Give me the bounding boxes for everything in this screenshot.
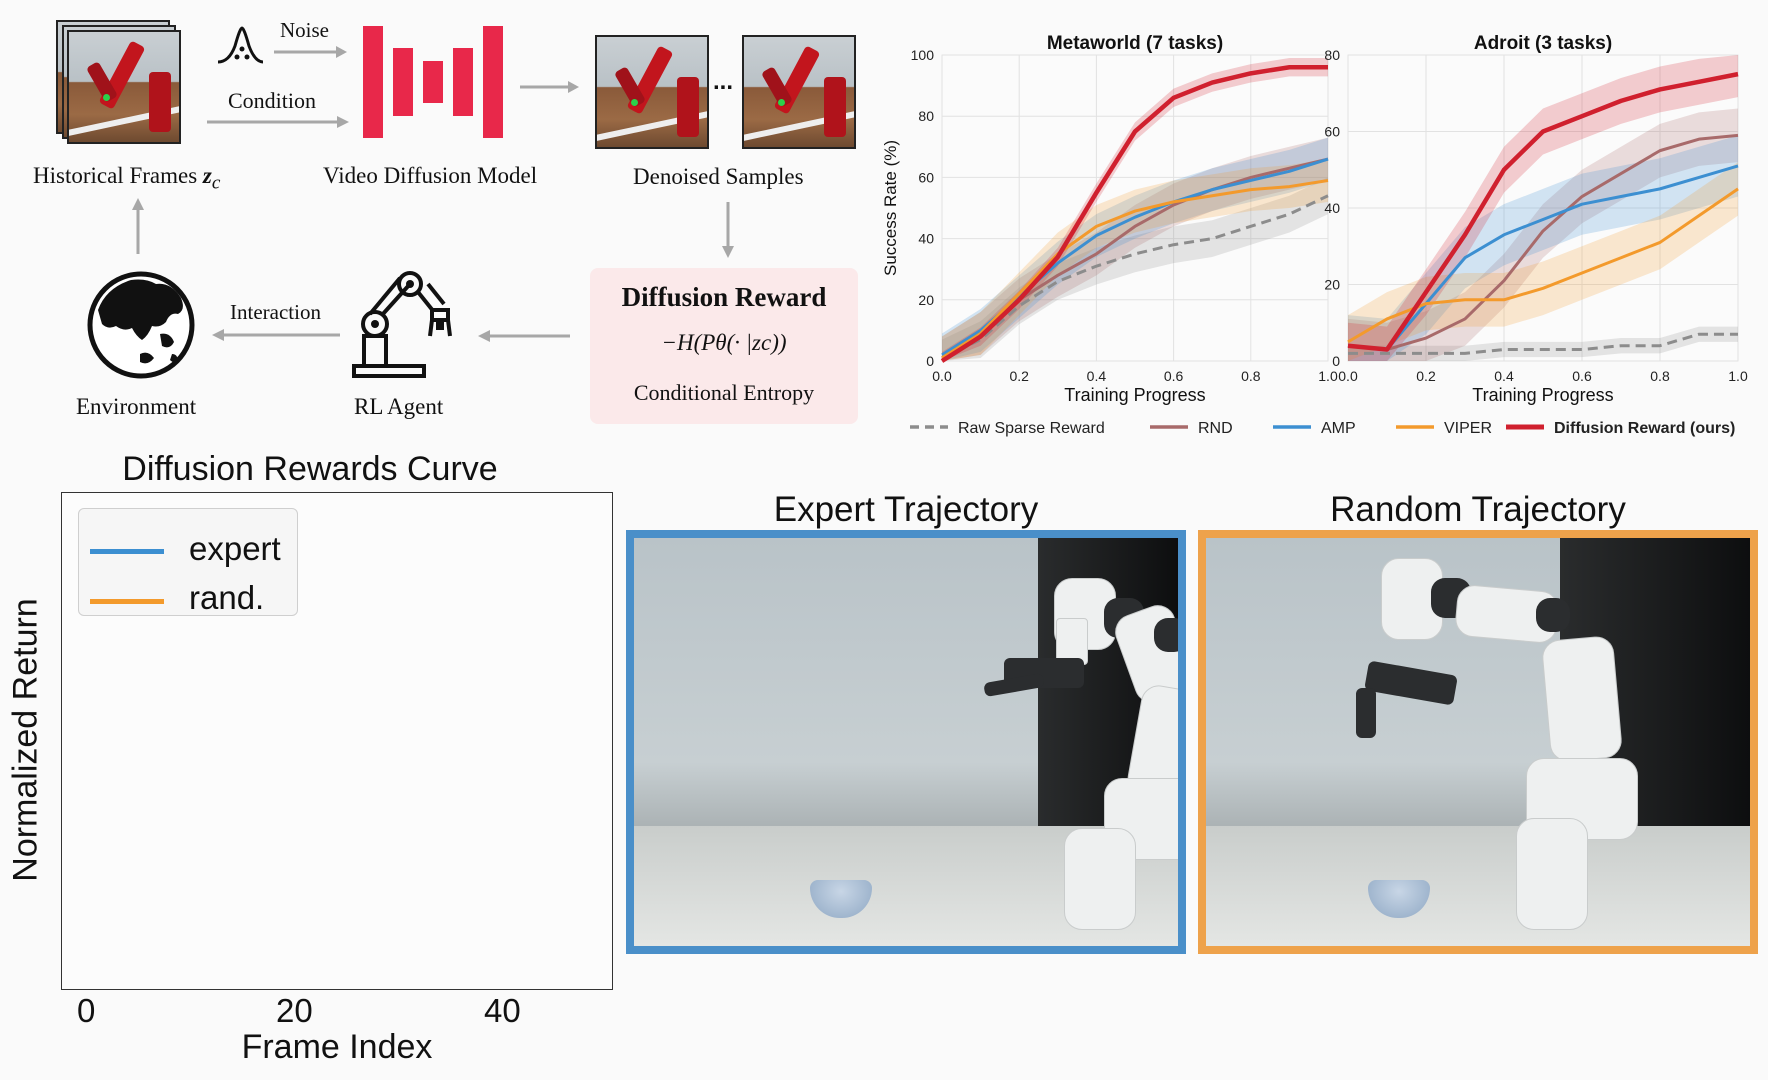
x-tick-label: 0.6 xyxy=(1164,368,1184,384)
legend-label-rand: rand. xyxy=(189,579,265,616)
y-tick-label: 80 xyxy=(918,108,934,124)
noise-label: Noise xyxy=(280,18,329,42)
series-band xyxy=(1348,108,1738,361)
globe-icon xyxy=(87,271,195,379)
y-tick-label: 20 xyxy=(918,292,934,308)
x-tick: 40 xyxy=(484,992,521,1029)
historical-frames-label: Historical Frames zc xyxy=(33,163,221,194)
x-tick-label: 0.2 xyxy=(1009,368,1029,384)
legend-line-rand xyxy=(90,599,164,604)
y-tick-label: 100 xyxy=(911,47,935,63)
series-line xyxy=(1347,71,1739,352)
y-tick-label: 80 xyxy=(1324,47,1340,63)
x-tick-label: 1.0 xyxy=(1728,368,1748,384)
legend-label: Diffusion Reward (ours) xyxy=(1554,420,1735,437)
adroit-chart: 0.0 0.2 0.4 0.6 0.8 1.0 0 20 40 60 80 Adroit (3 tas… xyxy=(1324,33,1748,405)
historical-frame-front xyxy=(67,30,181,144)
series-line xyxy=(1347,133,1739,352)
condition-label: Condition xyxy=(228,88,317,113)
chart-title: Metaworld (7 tasks) xyxy=(1047,33,1223,54)
unet-bar xyxy=(393,48,413,116)
metaworld-chart: 0.0 0.2 0.4 0.6 0.8 1.0020406080100Metaworld … xyxy=(881,33,1338,405)
y-tick-label: 60 xyxy=(1324,124,1340,140)
series-band xyxy=(942,58,1328,362)
robot-arm-icon xyxy=(352,271,452,378)
unet-bar xyxy=(483,26,503,138)
legend-label: Raw Sparse Reward xyxy=(958,420,1105,437)
random-trajectory-title: Random Trajectory xyxy=(1330,490,1626,529)
y-tick-label: 0 xyxy=(926,353,934,369)
to-reward-arrow xyxy=(722,202,734,258)
x-tick: 0 xyxy=(77,992,96,1029)
diffusion-reward-title: Diffusion Reward xyxy=(621,282,827,312)
diffusion-reward-box: Diffusion Reward −H(Pθ(· |zc)) Condition… xyxy=(590,268,858,424)
x-tick-label: 0.2 xyxy=(1416,368,1436,384)
x-axis-label: Training Progress xyxy=(1472,385,1613,405)
unet-bar xyxy=(453,48,473,116)
condition-arrow xyxy=(207,116,349,128)
denoised-samples-label: Denoised Samples xyxy=(633,164,804,189)
legend-label: RND xyxy=(1198,420,1233,437)
series-band xyxy=(942,159,1328,361)
series-band xyxy=(1348,55,1738,361)
x-tick-label: 0.8 xyxy=(1241,368,1261,384)
x-tick-label: 0.8 xyxy=(1650,368,1670,384)
series-line xyxy=(941,194,1329,360)
reward-to-agent-arrow xyxy=(478,330,570,342)
agent-to-environment-arrow xyxy=(212,329,340,341)
rewards-curve-title: Diffusion Rewards Curve xyxy=(122,450,498,488)
x-tick-label: 0.0 xyxy=(932,368,952,384)
unet-bar xyxy=(423,61,443,103)
environment-to-frames-arrow xyxy=(132,198,144,254)
y-tick-label: 60 xyxy=(918,169,934,185)
rewards-curve-legend: expert rand. xyxy=(78,508,298,616)
environment-label: Environment xyxy=(76,394,197,419)
x-tick-label: 0.6 xyxy=(1572,368,1592,384)
rewards-curve-ylabel: Normalized Return xyxy=(6,598,45,882)
random-trajectory-video xyxy=(1198,530,1758,954)
unet-bar xyxy=(363,26,383,138)
y-tick-label: 40 xyxy=(918,231,934,247)
results-charts: 0.0 0.2 0.4 0.6 0.8 1.0020406080100Metaworld … xyxy=(881,33,1748,437)
x-axis-label: Training Progress xyxy=(1064,385,1205,405)
legend-line-expert xyxy=(90,549,164,554)
rl-agent-label: RL Agent xyxy=(354,394,444,419)
noise-arrow xyxy=(274,46,347,58)
conditional-entropy-label: Conditional Entropy xyxy=(633,380,815,405)
to-samples-arrow xyxy=(520,81,579,93)
legend-label: VIPER xyxy=(1444,420,1492,437)
expert-trajectory-video xyxy=(626,530,1186,954)
x-tick-label: 0.4 xyxy=(1494,368,1514,384)
samples-ellipsis: ... xyxy=(713,68,734,95)
x-tick-label: 1.0 xyxy=(1318,368,1338,384)
series-line xyxy=(1348,332,1738,355)
series-band xyxy=(942,177,1328,361)
rewards-curve-xlabel: Frame Index xyxy=(241,1028,433,1066)
diffusion-reward-formula: −H(Pθ(· |zc)) xyxy=(661,330,787,355)
denoised-sample-frame xyxy=(595,35,709,149)
chart-legend: Raw Sparse Reward RND AMP VIPER Diffusion Re… xyxy=(910,420,1735,437)
y-tick-label: 40 xyxy=(1324,200,1340,216)
series-line xyxy=(941,178,1329,360)
interaction-label: Interaction xyxy=(230,300,321,324)
series-line xyxy=(940,64,1328,363)
x-tick-label: 0.4 xyxy=(1087,368,1107,384)
rewards-curve-plot: expert rand. xyxy=(61,492,613,990)
y-axis-label: Success Rate (%) xyxy=(881,140,900,276)
x-tick-label: 0.0 xyxy=(1338,368,1358,384)
expert-trajectory-title: Expert Trajectory xyxy=(773,490,1039,529)
x-tick: 20 xyxy=(276,992,313,1029)
video-diffusion-model-label: Video Diffusion Model xyxy=(323,163,538,188)
legend-label: AMP xyxy=(1321,420,1356,437)
denoised-sample-frame xyxy=(742,35,856,149)
y-tick-label: 0 xyxy=(1332,353,1340,369)
noise-icon xyxy=(217,26,264,64)
chart-title: Adroit (3 tasks) xyxy=(1474,33,1612,54)
y-tick-label: 20 xyxy=(1324,277,1340,293)
legend-label-expert: expert xyxy=(189,530,281,567)
series-line xyxy=(1347,164,1739,352)
